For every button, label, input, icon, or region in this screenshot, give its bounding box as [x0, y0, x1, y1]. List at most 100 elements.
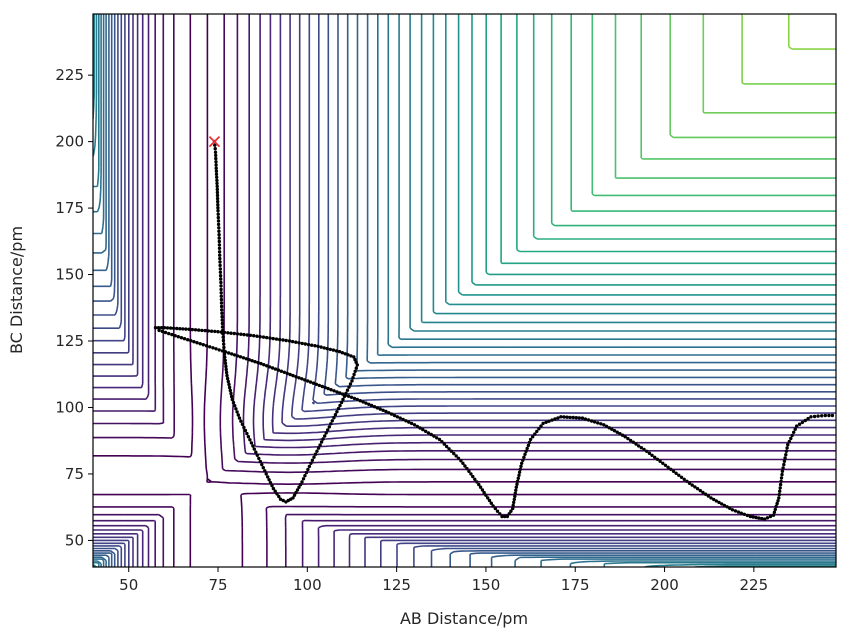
- trajectory-point: [226, 331, 230, 335]
- trajectory-point: [685, 479, 689, 483]
- trajectory-point: [511, 506, 515, 511]
- trajectory-point: [537, 427, 541, 431]
- trajectory-point: [252, 447, 256, 451]
- trajectory-point: [167, 331, 171, 336]
- trajectory-point: [294, 375, 298, 379]
- trajectory-point: [223, 350, 228, 354]
- trajectory-point: [216, 215, 220, 220]
- trajectory-point: [350, 379, 354, 383]
- trajectory-point: [604, 424, 609, 428]
- trajectory-point: [324, 431, 328, 435]
- trajectory-point: [777, 496, 781, 500]
- trajectory-point: [762, 517, 767, 521]
- trajectory-point: [503, 514, 507, 519]
- trajectory-point: [442, 442, 446, 446]
- trajectory-point: [827, 413, 831, 418]
- trajectory-point: [267, 478, 271, 482]
- trajectory-point: [751, 515, 755, 519]
- trajectory-point: [332, 389, 336, 393]
- trajectory-point: [367, 402, 371, 406]
- trajectory-point: [291, 496, 295, 500]
- trajectory-point: [215, 187, 219, 192]
- trajectory-point: [511, 503, 515, 508]
- trajectory-point: [306, 379, 310, 383]
- contour-level: [93, 14, 836, 567]
- trajectory-point: [580, 416, 585, 420]
- trajectory-point: [315, 449, 319, 453]
- trajectory-point: [235, 410, 239, 414]
- trajectory-point: [271, 336, 275, 341]
- trajectory-point: [312, 455, 316, 459]
- trajectory-point: [301, 477, 306, 481]
- trajectory-point: [171, 326, 176, 330]
- contour-level: [93, 14, 836, 567]
- trajectory-point: [742, 512, 746, 516]
- trajectory-point: [347, 385, 351, 389]
- trajectory-point: [226, 379, 230, 384]
- trajectory-point: [326, 428, 330, 432]
- trajectory-point: [230, 352, 234, 356]
- trajectory-point: [217, 239, 221, 244]
- trajectory-point: [784, 449, 789, 453]
- trajectory-point: [760, 516, 764, 521]
- trajectory-point: [187, 327, 191, 331]
- trajectory-point: [515, 479, 520, 483]
- contour-level: [516, 14, 836, 253]
- trajectory-point: [219, 301, 224, 305]
- trajectory-point: [176, 335, 180, 339]
- trajectory-point: [309, 461, 313, 465]
- trajectory-point: [520, 461, 524, 465]
- trajectory-points: [153, 139, 835, 521]
- trajectory-point: [237, 416, 242, 420]
- trajectory-point: [225, 376, 230, 381]
- contour-level: [93, 14, 836, 567]
- trajectory-point: [275, 492, 279, 496]
- trajectory-point: [173, 334, 177, 338]
- trajectory-point: [220, 321, 225, 326]
- trajectory-point: [505, 514, 510, 519]
- trajectory-point: [728, 506, 732, 510]
- trajectory-point: [782, 459, 787, 463]
- trajectory-point: [216, 203, 220, 207]
- trajectory-point: [195, 341, 199, 345]
- trajectory-point: [623, 435, 627, 439]
- trajectory-point: [816, 414, 820, 418]
- trajectory-point: [308, 380, 313, 384]
- y-tick-label: 225: [55, 66, 84, 84]
- trajectory-point: [251, 444, 255, 448]
- trajectory-point: [222, 342, 226, 346]
- trajectory-point: [156, 326, 161, 330]
- trajectory-point: [216, 199, 220, 204]
- trajectory-point: [297, 341, 301, 345]
- trajectory-point: [252, 334, 256, 338]
- trajectory-point: [491, 504, 495, 508]
- trajectory-point: [248, 438, 252, 442]
- trajectory-point: [244, 357, 248, 361]
- trajectory-point: [701, 490, 705, 495]
- trajectory-point: [780, 472, 784, 477]
- trajectory-point: [319, 345, 323, 349]
- trajectory-point: [204, 344, 209, 348]
- trajectory-point: [303, 342, 307, 346]
- trajectory-point: [351, 376, 355, 380]
- trajectory-point: [787, 439, 791, 444]
- contour-level: [93, 14, 836, 567]
- trajectory-point: [229, 394, 234, 399]
- trajectory-point: [245, 431, 249, 436]
- trajectory-point: [528, 437, 533, 442]
- trajectory-point: [475, 480, 479, 484]
- trajectory-point: [325, 346, 329, 351]
- trajectory-point: [208, 345, 212, 349]
- trajectory-point: [346, 394, 351, 398]
- trajectory-point: [469, 472, 473, 476]
- trajectory-point: [162, 326, 167, 330]
- trajectory-point: [435, 436, 439, 440]
- trajectory-point: [227, 351, 231, 355]
- trajectory-point: [658, 459, 662, 463]
- trajectory-point: [620, 433, 625, 437]
- trajectory-point: [281, 338, 285, 342]
- trajectory-point: [521, 458, 525, 462]
- trajectory-point: [220, 325, 225, 329]
- trajectory-point: [259, 361, 263, 366]
- trajectory-point: [335, 410, 339, 414]
